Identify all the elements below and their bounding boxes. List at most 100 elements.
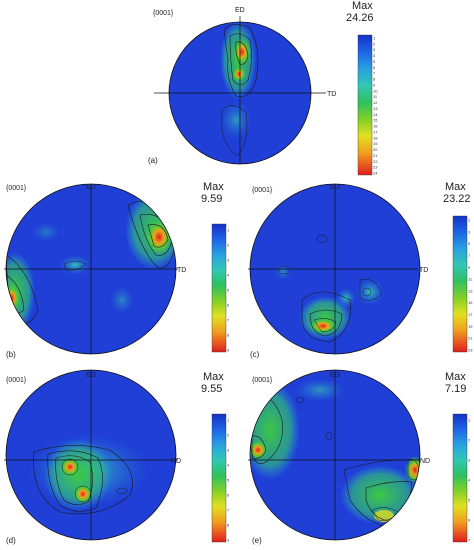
colorbar-ticks: 1 2 3 4 5 6 7 8 9 [227,418,230,543]
colorbar-tick-label: 11 [468,277,473,282]
max-title: Max [352,0,373,12]
colorbar-tick-label: 5 [373,59,376,64]
colorbar-tick-label: 6 [373,65,376,70]
colorbar-tick-label: 7 [373,71,376,76]
max-value: 24.26 [346,12,374,24]
colorbar-tick-label: 6 [468,518,471,523]
axis-label-right: ND [420,458,430,465]
colorbar-tick-label: 3 [468,458,471,463]
colorbar-tick-label: 4 [373,53,376,58]
colorbar-tick-label: 23 [468,348,473,353]
colorbar-tick-label: 2 [468,438,471,443]
axis-label-right: TD [177,267,186,274]
max-title: Max [445,371,466,383]
max-value: 9.59 [201,193,222,205]
pole-figure-label: {0001} [153,10,174,17]
pole-figure-label: {0001} [6,377,27,384]
colorbar-tick-label: 10 [373,88,378,93]
colorbar-tick-label: 4 [227,463,230,468]
colorbar-tick-label: 2 [227,433,230,438]
axis-label-top: ED [86,372,96,379]
axis-label-top: ED [86,184,96,191]
panel-label: (c) [250,350,260,359]
colorbar-ticks: 1 2 3 4 5 6 7 [468,418,471,543]
colorbar-tick-label: 8 [227,523,230,528]
panel-label: (d) [6,536,16,545]
colorbar-tick-label: 8 [373,77,376,82]
colorbar-tick-label: 5 [227,288,230,293]
colorbar-tick-label: 1 [227,228,230,233]
intensity-map [274,234,384,343]
colorbar-tick-label: 19 [468,324,473,329]
axis-label-top: ED [330,372,340,379]
pole-figure-label: {0001} [6,185,27,192]
colorbar-tick-label: 1 [468,418,471,423]
colorbar [211,223,227,353]
max-value: 9.55 [201,383,222,395]
panel-e: {0001} ED ND (e) Max 7.19 1 2 3 4 5 6 7 [248,369,471,545]
intensity-map [220,22,259,157]
colorbar-tick-label: 13 [373,106,378,111]
intensity-map [28,434,148,515]
colorbar-tick-label: 2 [373,41,376,46]
colorbar-tick-label: 9 [227,538,230,543]
colorbar-tick-label: 22 [373,159,378,164]
panel-b: {0001} ED TD (b) Max 9.59 1 2 3 4 5 6 7 8 9 [4,181,230,359]
colorbar [357,34,373,176]
pole-figure-label: {0001} [252,377,273,384]
max-title: Max [203,371,224,383]
colorbar-tick-label: 7 [227,508,230,513]
colorbar-tick-label: 1 [373,36,376,41]
colorbar-tick-label: 14 [373,112,378,117]
colorbar-tick-label: 16 [373,124,378,129]
colorbar-tick-label: 12 [373,100,378,105]
colorbar-tick-label: 4 [468,478,471,483]
colorbar-tick-label: 19 [373,141,378,146]
colorbar-tick-label: 11 [373,94,378,99]
colorbar-tick-label: 17 [468,312,473,317]
panel-label: (e) [252,536,262,545]
colorbar-tick-label: 9 [227,348,230,353]
colorbar-tick-label: 21 [373,153,378,158]
max-title: Max [445,181,466,193]
colorbar-tick-label: 17 [373,129,378,134]
colorbar-tick-label: 1 [468,218,471,223]
panel-a: {0001} ED TD (a) Max 24.26 1 23 4567891011… [148,0,378,176]
colorbar [211,413,227,543]
axis-label-right: TD [419,267,428,274]
colorbar-tick-label: 23 [373,165,378,170]
colorbar-tick-label: 5 [468,498,471,503]
colorbar-tick-label: 8 [227,333,230,338]
axis-label-right: TD [327,91,336,98]
colorbar-tick-label: 7 [468,253,471,258]
colorbar-tick-label: 6 [227,303,230,308]
colorbar-tick-label: 15 [468,300,473,305]
max-value: 23.22 [443,193,471,205]
max-title: Max [203,181,224,193]
panel-d: {0001} ED ND (d) Max 9.55 1 2 3 4 5 6 7 8 9 [4,369,230,545]
colorbar-tick-label: 5 [227,478,230,483]
colorbar-tick-label: 6 [227,493,230,498]
colorbar-tick-label: 2 [227,243,230,248]
colorbar-tick-label: 7 [227,318,230,323]
axis-label-right: ND [171,458,181,465]
panel-label: (b) [6,350,16,359]
colorbar-tick-label: 20 [373,147,378,152]
axis-label-top: ED [235,7,245,14]
colorbar-tick-label: 9 [468,265,471,270]
max-value: 7.19 [445,383,466,395]
colorbar-tick-label: 3 [227,258,230,263]
colorbar-tick-label: 9 [373,82,376,87]
pole-figure-label: {0001} [252,187,273,194]
panel-c: {0001} ED TD (c) Max 23.22 1357911131517… [248,181,473,359]
panel-label: (a) [148,156,158,165]
colorbar-tick-label: 1 [227,418,230,423]
colorbar-tick-label: 7 [468,538,471,543]
colorbar [452,215,468,353]
colorbar-tick-label: 4 [227,273,230,278]
colorbar-tick-label: 5 [468,241,471,246]
colorbar-tick-label: 18 [373,135,378,140]
